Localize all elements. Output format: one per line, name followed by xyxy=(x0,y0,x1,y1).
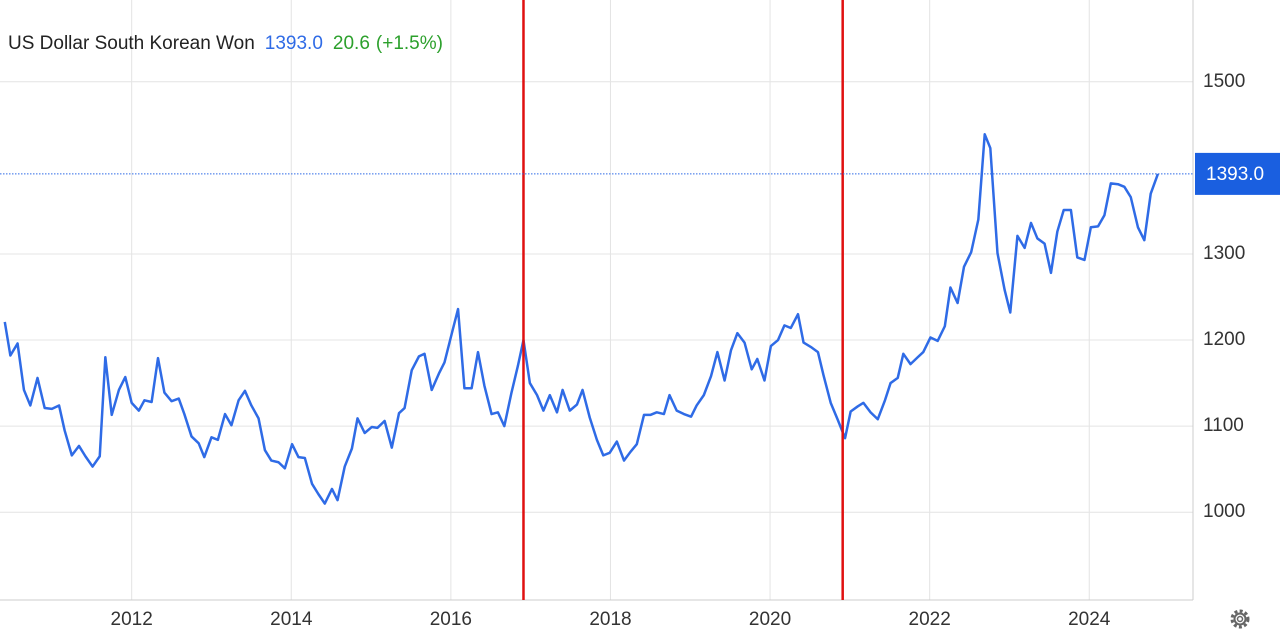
header: US Dollar South Korean Won 1393.0 20.6 (+1.… xyxy=(8,33,453,55)
last-value-label: 1393.0 xyxy=(1206,164,1264,185)
x-tick-label: 2018 xyxy=(589,609,631,630)
x-tick-label: 2014 xyxy=(270,609,313,630)
x-tick-label: 2016 xyxy=(430,609,472,630)
x-tick-label: 2012 xyxy=(111,609,153,630)
x-tick-label: 2024 xyxy=(1068,609,1111,630)
change: 20.6 xyxy=(332,33,370,54)
y-tick-label: 1300 xyxy=(1203,243,1245,264)
change-percent: (+1.5%) xyxy=(375,33,443,54)
y-tick-label: 1500 xyxy=(1203,71,1245,92)
y-tick-label: 1200 xyxy=(1203,329,1245,350)
x-tick-label: 2022 xyxy=(909,609,951,630)
price-line xyxy=(3,133,1160,505)
last-value: 1393.0 xyxy=(264,33,323,54)
settings-icon[interactable] xyxy=(1228,607,1252,631)
y-tick-label: 1100 xyxy=(1203,415,1244,436)
last-value-badge xyxy=(1195,152,1280,195)
x-tick-label: 2020 xyxy=(749,609,791,630)
chart-title: US Dollar South Korean Won xyxy=(8,33,255,54)
y-tick-label: 1000 xyxy=(1203,501,1245,522)
